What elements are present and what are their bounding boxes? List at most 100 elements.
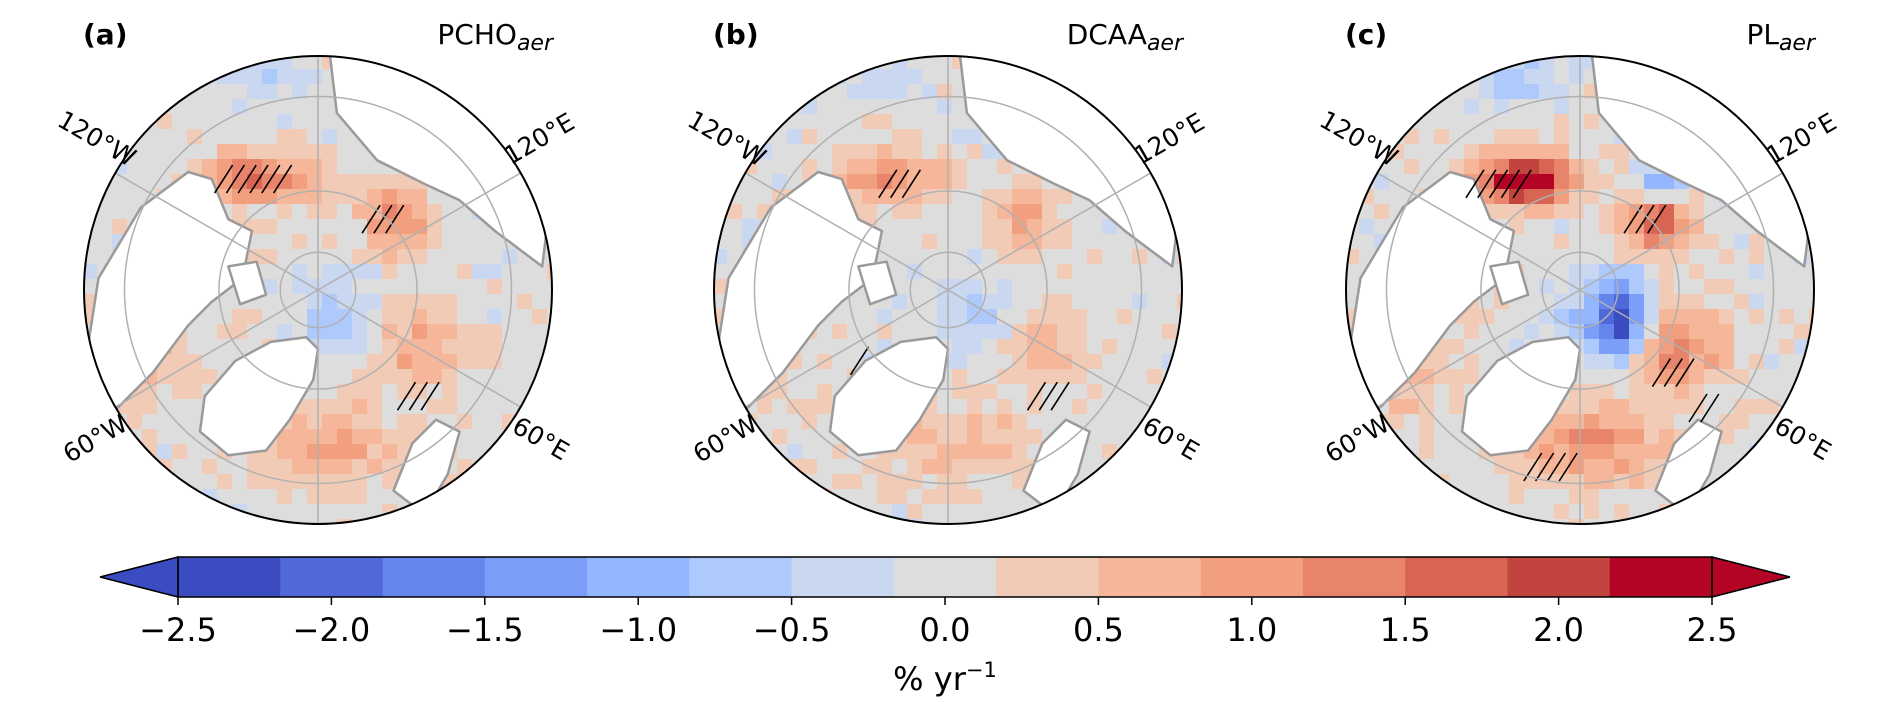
trend-cell xyxy=(502,249,518,265)
significance-hatch xyxy=(385,204,405,234)
trend-cell xyxy=(1102,294,1118,310)
colorbar-extend-right xyxy=(1711,556,1791,598)
trend-cell xyxy=(772,129,788,145)
trend-cell xyxy=(1494,339,1510,355)
trend-cell xyxy=(1419,384,1435,400)
trend-cell xyxy=(247,129,263,145)
trend-cell xyxy=(1434,129,1450,145)
trend-cell xyxy=(1554,56,1570,70)
trend-cell xyxy=(532,309,548,325)
trend-cell xyxy=(1494,204,1510,220)
trend-cell xyxy=(937,444,953,460)
trend-cell xyxy=(847,159,863,175)
trend-cell xyxy=(1042,249,1058,265)
trend-cell xyxy=(277,174,293,190)
trend-cell xyxy=(1012,369,1028,385)
trend-cell xyxy=(1584,414,1600,430)
trend-cell xyxy=(547,294,552,310)
trend-cell xyxy=(817,459,833,475)
meridian-line xyxy=(1375,171,1581,291)
trend-cell xyxy=(907,144,923,160)
trend-cell xyxy=(1434,159,1450,175)
trend-cell xyxy=(1719,219,1735,235)
trend-cell xyxy=(127,414,143,430)
trend-cell xyxy=(292,519,308,524)
trend-cell xyxy=(1779,339,1795,355)
meridian-line xyxy=(947,171,1153,291)
trend-cell xyxy=(1779,294,1795,310)
trend-cell xyxy=(1042,309,1058,325)
trend-cell xyxy=(907,324,923,340)
trend-cell xyxy=(952,414,968,430)
trend-cell xyxy=(982,159,998,175)
trend-cell xyxy=(172,144,188,160)
trend-cell xyxy=(1734,324,1750,340)
trend-cell xyxy=(1509,309,1525,325)
longitude-label: 120°W xyxy=(1315,105,1403,173)
trend-cell xyxy=(1629,414,1645,430)
trend-cell xyxy=(397,369,413,385)
trend-cell xyxy=(1117,279,1133,295)
colorbar-cell xyxy=(587,557,690,597)
trend-cell xyxy=(262,114,278,130)
trend-cell xyxy=(892,114,908,130)
trend-cell xyxy=(862,129,878,145)
trend-cell xyxy=(1539,159,1555,175)
longitude-label: 120°E xyxy=(1129,107,1209,170)
trend-cell xyxy=(1072,354,1088,370)
trend-cell xyxy=(1794,279,1810,295)
trend-cell xyxy=(1584,264,1600,280)
significance-hatch xyxy=(1546,452,1567,482)
trend-cell xyxy=(232,324,248,340)
trend-cell xyxy=(337,444,353,460)
trend-cell xyxy=(1524,264,1540,280)
trend-cell xyxy=(1524,159,1540,175)
trend-cell xyxy=(472,429,488,445)
trend-cell xyxy=(502,324,518,340)
trend-cell xyxy=(397,174,413,190)
trend-cell xyxy=(772,399,788,415)
trend-cell xyxy=(1524,294,1540,310)
trend-cell xyxy=(802,129,818,145)
trend-cell xyxy=(352,174,368,190)
trend-cell xyxy=(937,459,953,475)
trend-cell xyxy=(952,339,968,355)
trend-cell xyxy=(1087,249,1103,265)
trend-cell xyxy=(907,69,923,85)
trend-cell xyxy=(952,474,968,490)
trend-cell xyxy=(322,369,338,385)
trend-cell xyxy=(982,489,998,505)
trend-cell xyxy=(472,444,488,460)
trend-cell xyxy=(382,279,398,295)
trend-cell xyxy=(937,69,953,85)
trend-cell xyxy=(412,279,428,295)
trend-cell xyxy=(937,474,953,490)
trend-cell xyxy=(1177,294,1182,310)
trend-cell xyxy=(1659,429,1675,445)
trend-cell xyxy=(487,324,503,340)
trend-cell xyxy=(1509,144,1525,160)
trend-cell xyxy=(892,324,908,340)
trend-cell xyxy=(997,234,1013,250)
meridian-line xyxy=(743,171,949,291)
trend-cell xyxy=(1346,264,1360,280)
trend-cell xyxy=(1539,474,1555,490)
trend-cell xyxy=(1117,264,1133,280)
trend-cell xyxy=(382,414,398,430)
trend-cell xyxy=(352,204,368,220)
trend-cell xyxy=(352,384,368,400)
trend-cell xyxy=(322,144,338,160)
trend-cell xyxy=(382,309,398,325)
trend-cell xyxy=(1419,444,1435,460)
trend-cell xyxy=(382,249,398,265)
trend-cell xyxy=(307,444,323,460)
trend-cell xyxy=(1147,369,1163,385)
trend-cell xyxy=(1599,339,1615,355)
trend-cell xyxy=(277,504,293,520)
trend-cell xyxy=(907,204,923,220)
trend-cell xyxy=(367,219,383,235)
trend-cell xyxy=(862,474,878,490)
trend-cell xyxy=(1027,369,1043,385)
trend-cell xyxy=(1809,294,1814,310)
trend-cell xyxy=(1479,459,1495,475)
